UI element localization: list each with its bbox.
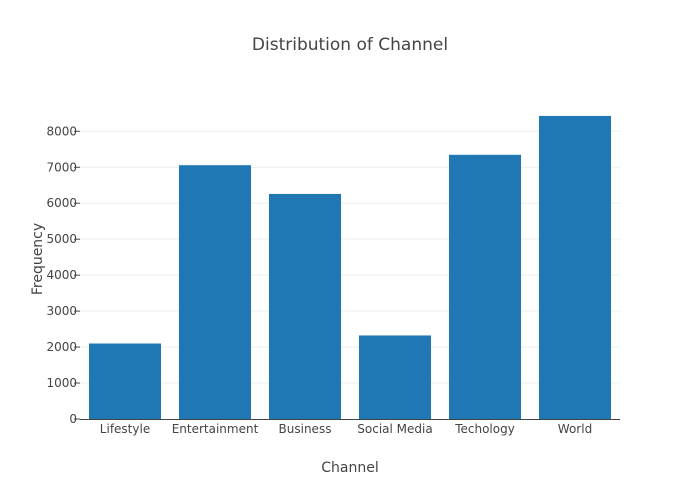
- y-tick-label-5000: 5000: [46, 232, 77, 246]
- x-axis-title: Channel: [321, 460, 378, 476]
- y-tick-label-1000: 1000: [46, 376, 77, 390]
- x-tick-label-business: Business: [279, 422, 332, 436]
- y-tick-label-4000: 4000: [46, 268, 77, 282]
- x-tick-label-techology: Techology: [454, 422, 515, 436]
- y-tick-label-6000: 6000: [46, 196, 77, 210]
- bar-lifestyle: [89, 343, 161, 419]
- bar-business: [269, 193, 341, 419]
- chart-title: Distribution of Channel: [252, 35, 448, 55]
- y-tick-label-2000: 2000: [46, 340, 77, 354]
- y-axis-title: Frequency: [30, 223, 46, 295]
- x-tick-label-world: World: [558, 422, 592, 436]
- bar-world: [539, 115, 611, 420]
- x-tick-label-entertainment: Entertainment: [172, 422, 259, 436]
- y-tick-label-0: 0: [69, 412, 77, 426]
- bar-social-media: [359, 335, 431, 419]
- x-tick-labels: Lifestyle Entertainment Business Social Med…: [100, 422, 592, 436]
- bar-techology: [449, 154, 521, 419]
- bar-entertainment: [179, 165, 251, 419]
- x-tick-label-social-media: Social Media: [357, 422, 432, 436]
- y-tick-label-8000: 8000: [46, 124, 77, 138]
- y-tick-labels: 0 1000 2000 3000 4000 5000 6000 7000 8000: [46, 124, 77, 426]
- gridlines: [80, 130, 620, 384]
- axes: [74, 130, 620, 420]
- y-tick-label-3000: 3000: [46, 304, 77, 318]
- x-tick-label-lifestyle: Lifestyle: [100, 422, 150, 436]
- bars: [89, 115, 611, 420]
- y-tick-label-7000: 7000: [46, 160, 77, 174]
